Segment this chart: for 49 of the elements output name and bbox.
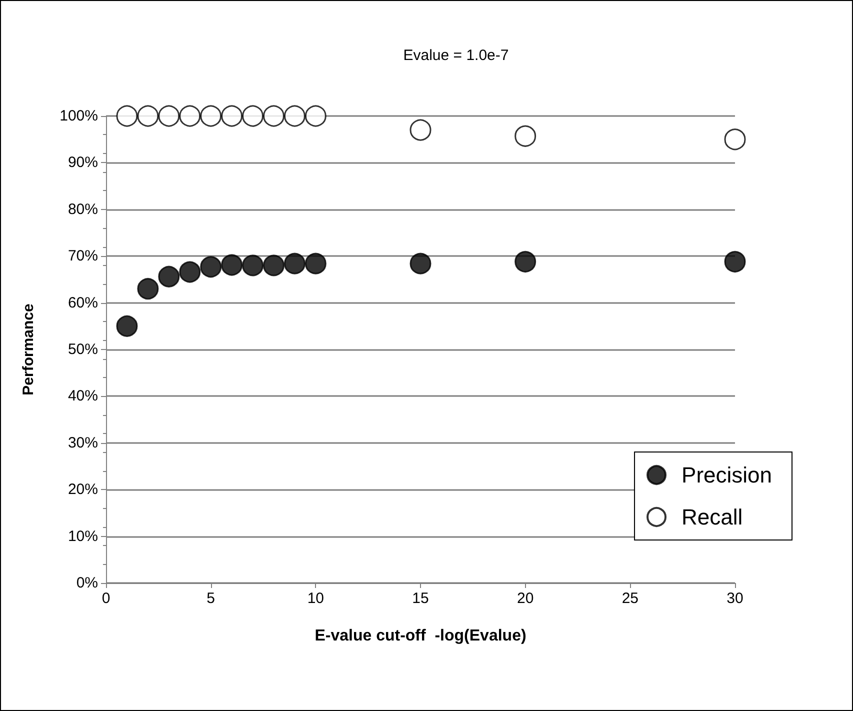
point bbox=[304, 252, 326, 274]
point bbox=[116, 105, 138, 127]
x-tick-label: 30 bbox=[726, 590, 744, 607]
y-tick-label: 20% bbox=[68, 481, 98, 498]
y-tick-label: 60% bbox=[68, 294, 98, 312]
point bbox=[724, 250, 746, 272]
y-axis-title: Performance bbox=[20, 304, 37, 396]
point bbox=[242, 254, 264, 276]
point bbox=[158, 105, 180, 127]
y-tick-label: 40% bbox=[68, 388, 98, 405]
point bbox=[137, 105, 159, 127]
x-tick-label: 0 bbox=[102, 590, 110, 607]
point bbox=[304, 105, 326, 127]
y-tick-label: 50% bbox=[68, 341, 98, 358]
point bbox=[410, 119, 432, 141]
legend-label: Recall bbox=[682, 504, 743, 530]
x-tick-label: 10 bbox=[307, 590, 324, 607]
point bbox=[242, 105, 264, 127]
x-tick-label: 5 bbox=[206, 590, 216, 607]
point bbox=[116, 315, 138, 337]
y-tick-label: 30% bbox=[68, 434, 98, 452]
y-tick-label: 80% bbox=[68, 200, 98, 218]
y-tick-label: 10% bbox=[68, 528, 98, 545]
point bbox=[137, 278, 159, 300]
x-tick-label: 20 bbox=[516, 590, 534, 607]
y-tick-label: 70% bbox=[68, 248, 98, 265]
point bbox=[221, 254, 243, 276]
point bbox=[179, 261, 201, 283]
point bbox=[514, 250, 536, 272]
point bbox=[179, 105, 201, 127]
point bbox=[284, 252, 306, 274]
point bbox=[410, 252, 432, 274]
point bbox=[158, 266, 180, 288]
chart-title: Evalue = 1.0e-7 bbox=[403, 47, 509, 64]
x-tick-label: 15 bbox=[412, 590, 429, 607]
point bbox=[200, 256, 222, 278]
x-tick-label: 25 bbox=[622, 590, 639, 607]
y-tick-label: 100% bbox=[60, 108, 98, 124]
legend-label: Precision bbox=[682, 462, 772, 488]
y-tick-label: 90% bbox=[68, 154, 98, 172]
point bbox=[200, 105, 222, 127]
point bbox=[514, 125, 536, 147]
point bbox=[221, 105, 243, 127]
point bbox=[284, 105, 306, 127]
y-tick-label: 0% bbox=[76, 574, 98, 592]
point bbox=[724, 128, 746, 150]
point bbox=[263, 254, 284, 276]
x-axis-title: E-value cut-off -log(Evalue) bbox=[314, 628, 526, 644]
point bbox=[263, 105, 284, 127]
